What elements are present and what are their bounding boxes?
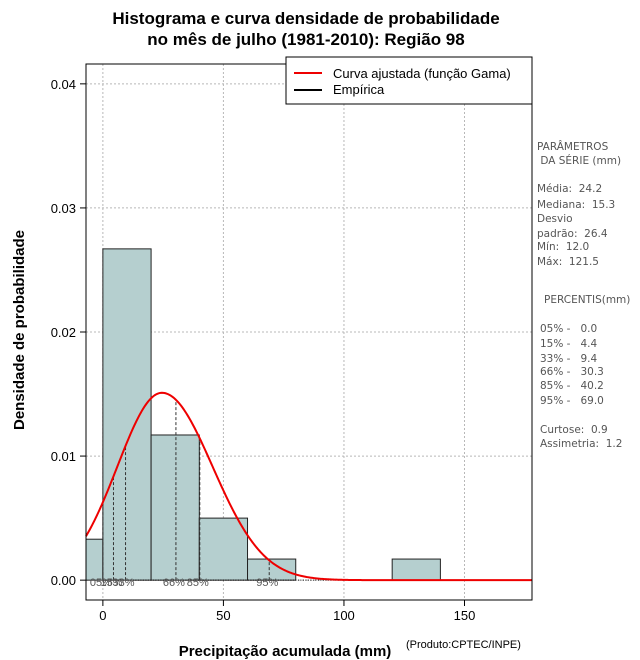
histogram-bar bbox=[198, 517, 249, 581]
y-axis-label: Densidade de probabilidade bbox=[11, 230, 28, 430]
histogram-bar bbox=[85, 538, 104, 581]
percentile-label: 66% bbox=[163, 577, 185, 589]
x-tick-label: 50 bbox=[216, 608, 230, 623]
histogram-bar bbox=[391, 558, 441, 581]
chart-title-line-1: Histograma e curva densidade de probabil… bbox=[112, 9, 499, 28]
x-tick-label: 150 bbox=[454, 608, 476, 623]
legend-label-curve: Curva ajustada (função Gama) bbox=[333, 66, 511, 81]
x-tick-label: 0 bbox=[99, 608, 106, 623]
percentile-15: 15% - 4.4 bbox=[540, 338, 597, 350]
y-tick-label: 0.01 bbox=[51, 449, 76, 464]
stat-mean: Média: 24.2 bbox=[537, 183, 602, 195]
legend-box bbox=[285, 56, 533, 105]
stat-median: Mediana: 15.3 bbox=[537, 199, 615, 211]
percentile-label: 95% bbox=[256, 577, 278, 589]
percentile-label: 33% bbox=[113, 577, 135, 589]
histogram-bar bbox=[150, 434, 200, 581]
percentile-66: 66% - 30.3 bbox=[540, 366, 604, 378]
y-tick-label: 0.02 bbox=[51, 325, 76, 340]
y-axis-ticks: 0.00 0.01 0.02 0.03 0.04 bbox=[51, 77, 86, 588]
percentile-33: 33% - 9.4 bbox=[540, 353, 597, 365]
y-tick-label: 0.03 bbox=[51, 201, 76, 216]
stat-skewness: Assimetria: 1.2 bbox=[540, 438, 622, 450]
series-statistics-panel: PARÂMETROS DA SÉRIE (mm) Média: 24.2 Med… bbox=[537, 140, 630, 450]
legend-label-empirical: Empírica bbox=[333, 82, 385, 97]
fitted-gamma-curve bbox=[85, 391, 532, 582]
stat-stddev-label: Desvio bbox=[537, 213, 573, 225]
percentile-label: 85% bbox=[187, 577, 209, 589]
percentile-label: 05% bbox=[90, 577, 112, 589]
histogram-bar bbox=[102, 248, 152, 581]
percentis-title: PERCENTIS(mm) bbox=[544, 294, 630, 306]
x-axis-label: Precipitação acumulada (mm) bbox=[179, 643, 392, 660]
percentile-05: 05% - 0.0 bbox=[540, 323, 597, 335]
stat-kurtosis: Curtose: 0.9 bbox=[540, 424, 608, 436]
stat-max: Máx: 121.5 bbox=[537, 256, 599, 268]
y-tick-label: 0.04 bbox=[51, 77, 76, 92]
percentile-95: 95% - 69.0 bbox=[540, 395, 604, 407]
y-tick-label: 0.00 bbox=[51, 573, 76, 588]
histogram-bars bbox=[85, 248, 532, 581]
percentile-markers: 05%15%33% 66% 85% 95% bbox=[90, 399, 278, 589]
product-credit: (Produto:CPTEC/INPE) bbox=[406, 639, 521, 651]
x-tick-label: 100 bbox=[333, 608, 355, 623]
stat-stddev: padrão: 26.4 bbox=[537, 228, 608, 240]
params-subtitle: DA SÉRIE (mm) bbox=[537, 154, 621, 167]
percentile-label: 15% bbox=[100, 577, 122, 589]
percentile-85: 85% - 40.2 bbox=[540, 380, 604, 392]
histogram-bar bbox=[247, 558, 297, 581]
legend: Curva ajustada (função Gama) Empírica bbox=[285, 56, 533, 105]
chart-title-line-2: no mês de julho (1981-2010): Região 98 bbox=[147, 30, 464, 49]
stat-min: Mín: 12.0 bbox=[537, 241, 589, 253]
x-axis-ticks: 0 50 100 150 bbox=[99, 600, 475, 623]
params-title: PARÂMETROS bbox=[537, 140, 609, 153]
